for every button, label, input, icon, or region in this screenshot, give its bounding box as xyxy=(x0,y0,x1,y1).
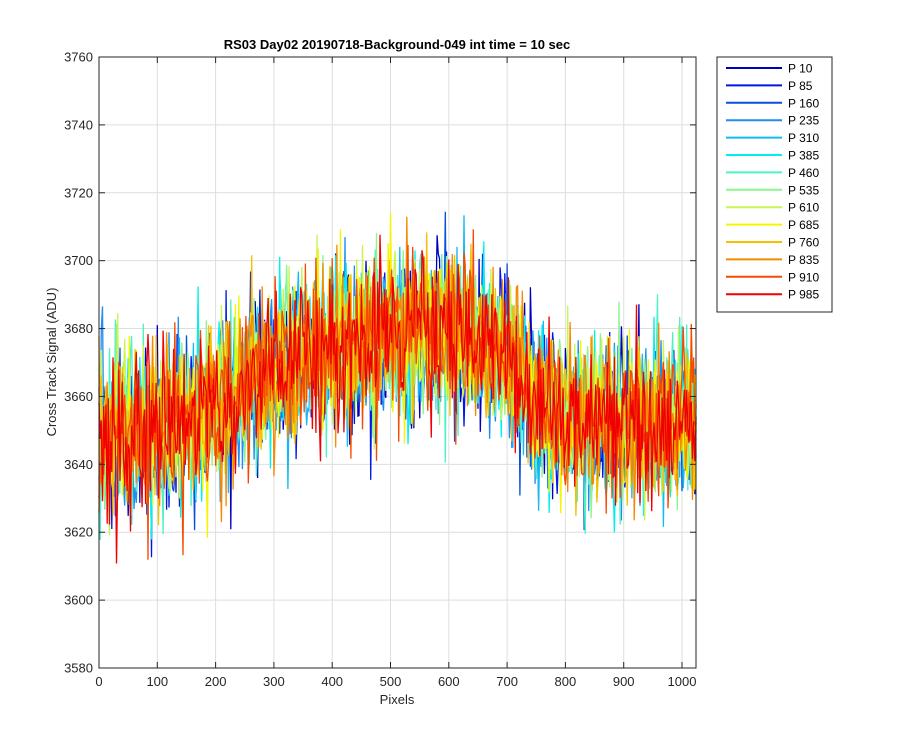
legend-label: P 535 xyxy=(788,183,819,197)
y-tick-label: 3740 xyxy=(64,117,93,132)
series-line xyxy=(98,234,697,564)
legend-label: P 310 xyxy=(788,131,819,145)
y-tick-label: 3600 xyxy=(64,593,93,608)
y-tick-label: 3760 xyxy=(64,50,93,65)
y-tick-label: 3680 xyxy=(64,321,93,336)
x-tick-label: 400 xyxy=(321,674,343,689)
legend-label: P 385 xyxy=(788,149,819,163)
legend-label: P 85 xyxy=(788,79,813,93)
x-tick-label: 200 xyxy=(205,674,227,689)
plot-area: 0 100 200 300 400 500 600 700 800 900 1000 3580 3600… xyxy=(64,50,697,690)
x-tick-label: 0 xyxy=(95,674,102,689)
y-tick-label: 3580 xyxy=(64,661,93,676)
legend-label: P 910 xyxy=(788,270,819,284)
legend-label: P 760 xyxy=(788,236,819,250)
legend-label: P 835 xyxy=(788,253,819,267)
y-axis-label: Cross Track Signal (ADU) xyxy=(44,288,59,437)
x-tick-label: 700 xyxy=(496,674,518,689)
x-tick-label: 600 xyxy=(438,674,460,689)
legend-label: P 160 xyxy=(788,96,819,110)
x-tick-label: 100 xyxy=(146,674,168,689)
x-axis-label: Pixels xyxy=(380,692,415,707)
legend-label: P 685 xyxy=(788,218,819,232)
ticks xyxy=(98,56,696,669)
legend-label: P 10 xyxy=(788,62,813,76)
legend-label: P 985 xyxy=(788,288,819,302)
chart-title: RS03 Day02 20190718-Background-049 int t… xyxy=(224,37,571,52)
x-tick-label: 800 xyxy=(555,674,577,689)
tick-labels: 0 100 200 300 400 500 600 700 800 900 1000 3580 3600… xyxy=(64,50,696,690)
legend-label: P 610 xyxy=(788,201,819,215)
x-tick-label: 300 xyxy=(263,674,285,689)
legend-box xyxy=(716,56,833,313)
legend: P 10 P 85 P 160 P 235 P 310 P 385 P 460 P 535 P … xyxy=(716,56,833,313)
y-tick-label: 3620 xyxy=(64,525,93,540)
legend-entries: P 10 P 85 P 160 P 235 P 310 P 385 P 460 P 535 P … xyxy=(726,62,819,302)
y-tick-label: 3640 xyxy=(64,457,93,472)
x-tick-label: 900 xyxy=(613,674,635,689)
y-tick-label: 3700 xyxy=(64,253,93,268)
legend-label: P 460 xyxy=(788,166,819,180)
legend-label: P 235 xyxy=(788,114,819,128)
x-tick-label: 500 xyxy=(380,674,402,689)
x-tick-label: 1000 xyxy=(668,674,697,689)
y-tick-label: 3720 xyxy=(64,185,93,200)
plot-frame xyxy=(98,56,697,669)
y-tick-label: 3660 xyxy=(64,389,93,404)
series-lines xyxy=(98,211,697,564)
